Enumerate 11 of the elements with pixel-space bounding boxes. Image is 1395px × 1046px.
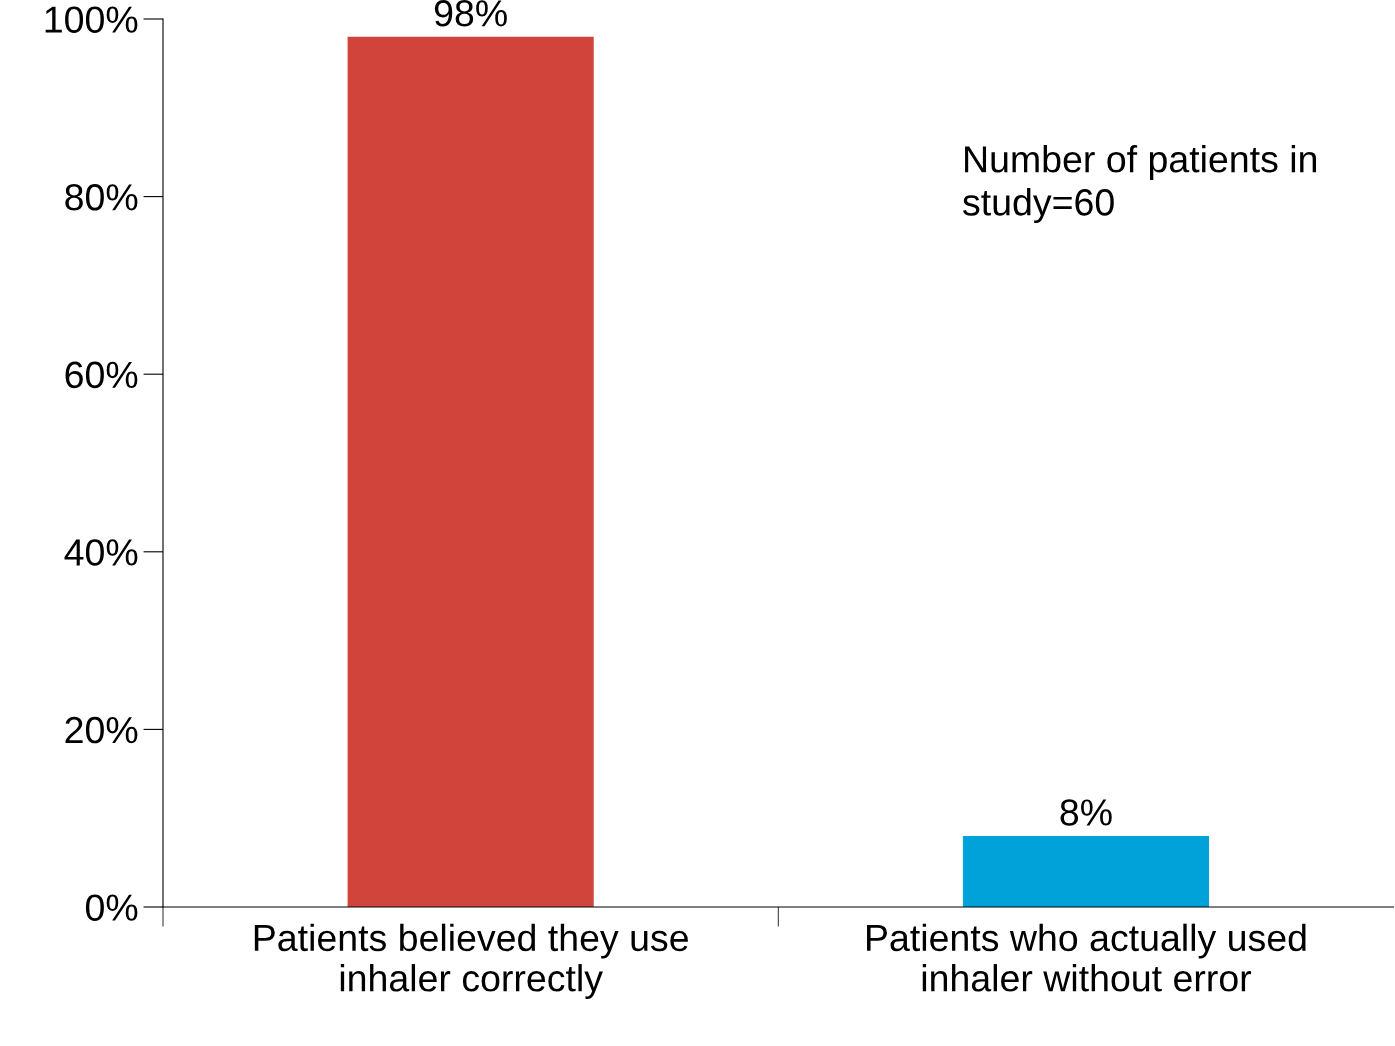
y-tick-label: 80% [65,184,138,211]
data-label: 8% [1060,799,1112,826]
y-tick-label: 60% [65,361,138,389]
y-tick-label: 20% [65,716,138,744]
y-tick-label: 0% [85,894,138,921]
data-label: 98% [434,0,507,27]
x-tick-label: Patients who actually used inhaler without error [867,923,1306,992]
y-tick-label: 40% [64,539,138,566]
x-tick-label: Patients believed they use inhaler correctly [254,923,688,1000]
annotation: Number of patients in study=60 [963,145,1316,224]
y-tick-label: 100% [45,6,138,33]
